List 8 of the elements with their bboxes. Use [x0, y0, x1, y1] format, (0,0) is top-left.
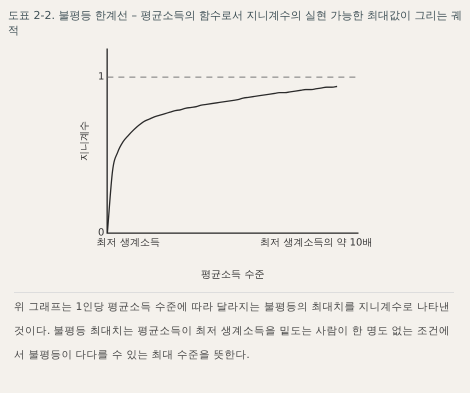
y-axis-title: 지니계수: [80, 121, 91, 161]
y-tick-label: 0: [98, 228, 104, 239]
y-tick-label: 1: [98, 72, 104, 83]
x-tick-label: 최저 생계소득의 약 10배: [260, 238, 372, 249]
x-axis-title: 평균소득 수준: [201, 270, 264, 281]
x-tick-label: 최저 생계소득: [96, 238, 160, 249]
chart-title: 도표 2-2. 불평등 한계선 – 평균소득의 함수로서 지니계수의 실현 가능한 최대값이 그리는 궤적: [8, 8, 463, 38]
text: 위 그래프는 1인당 평균소득 수준에 따라 달라지는 불평등의 최대치를 지니계수로 나타낸 것이다. 불평등 최대치는 평균소득이 최저 생계소득을 밑도는 사람이 한 명도 없는 조건에서 불평등이 다다를 수 있는 최대 수준을 뜻한다.: [14, 292, 454, 367]
